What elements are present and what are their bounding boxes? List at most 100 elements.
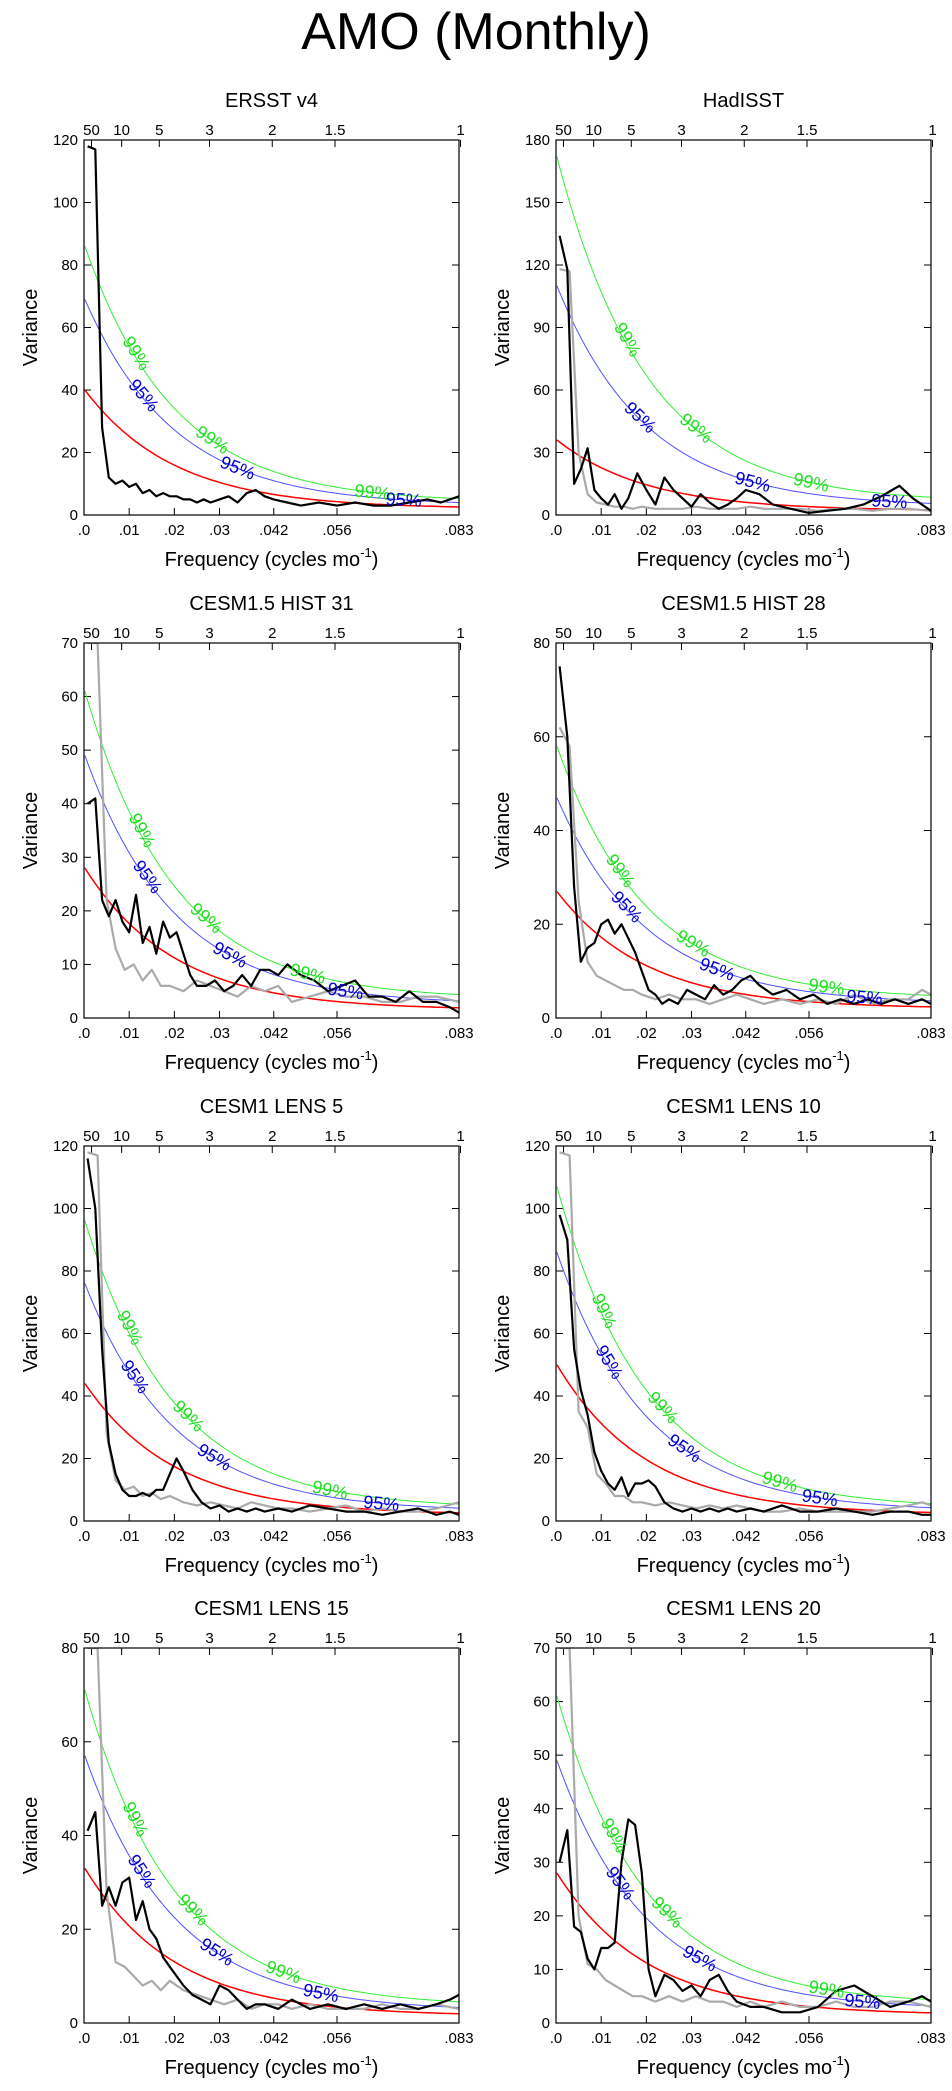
top-tick-label: 5 — [627, 122, 635, 139]
y-tick-label: 40 — [533, 1388, 550, 1405]
x-axis-label-main: Frequency (cycles mo — [165, 549, 361, 571]
top-tick-label: 10 — [585, 1630, 602, 1647]
x-axis-label: Frequency (cycles mo-1) — [165, 1048, 379, 1074]
y-tick-label: 120 — [525, 257, 550, 274]
ci95-label: 95% — [679, 1941, 720, 1976]
y-tick-label: 20 — [61, 445, 78, 462]
ci99-label: 99% — [119, 333, 155, 374]
ci99-label: 99% — [288, 959, 328, 988]
ci95-label: 95% — [217, 452, 258, 484]
chart-title: HadISST — [703, 90, 784, 112]
top-tick-label: 2 — [268, 1630, 276, 1647]
chart-panel: CESM1.5 HIST 31 0 10 20 30 40 50 60 70 Variance .0… — [20, 593, 474, 1074]
ci99-label: 99% — [760, 1467, 800, 1496]
top-tick-label: 50 — [83, 122, 100, 139]
top-tick-label: 10 — [585, 625, 602, 642]
plot-frame — [555, 1647, 932, 2024]
plot-area — [556, 1648, 931, 2014]
y-tick-label: 20 — [61, 903, 78, 920]
plot-area — [84, 1648, 459, 2015]
y-tick-label: 20 — [61, 1451, 78, 1468]
top-tick-label: 1 — [456, 122, 464, 139]
plot-area — [556, 156, 931, 515]
spectrum-line — [558, 1818, 931, 2014]
x-tick-label: .02 — [164, 2030, 185, 2047]
ci99-label: 99% — [173, 1890, 212, 1930]
top-tick-label: 1.5 — [797, 1128, 818, 1145]
x-axis-label: Frequency (cycles mo-1) — [637, 545, 851, 571]
x-axis-label-sup: -1 — [360, 1048, 372, 1063]
x-tick-label: .01 — [591, 1025, 612, 1042]
y-axis-label: Variance — [492, 1295, 514, 1372]
ci95-curve — [556, 285, 931, 504]
ci95-label: 95% — [301, 1980, 340, 2007]
y-tick-label: 60 — [61, 689, 78, 706]
x-axis-label: Frequency (cycles mo-1) — [165, 545, 379, 571]
x-tick-label: .056 — [322, 1528, 351, 1545]
top-tick-label: 2 — [268, 122, 276, 139]
x-axis-label: Frequency (cycles mo-1) — [637, 2053, 851, 2079]
ci95-label: 95% — [363, 1492, 401, 1515]
ci95-curve — [84, 755, 459, 1002]
plot-area — [84, 1151, 459, 1516]
y-tick-label: 100 — [525, 1201, 550, 1218]
x-axis-label-sup: -1 — [360, 545, 372, 560]
ci99-label: 99% — [610, 319, 645, 360]
x-tick-label: .01 — [119, 1025, 140, 1042]
spectrum-line — [87, 145, 459, 507]
ci95-label: 95% — [194, 1439, 235, 1475]
x-tick-label: .02 — [164, 1528, 185, 1545]
comparison-spectrum-line — [87, 643, 459, 1004]
ci95-curve — [84, 1283, 459, 1509]
ci99-label: 99% — [119, 1799, 153, 1840]
y-tick-label: 20 — [533, 1908, 550, 1925]
red-noise-curve — [556, 1364, 931, 1514]
x-axis-label-main: Frequency (cycles mo — [637, 549, 833, 571]
top-tick-label: 1.5 — [797, 122, 818, 139]
y-tick-label: 80 — [61, 257, 78, 274]
top-tick-label: 50 — [83, 1128, 100, 1145]
y-axis-label: Variance — [20, 1295, 42, 1372]
plot-area — [556, 1151, 931, 1516]
top-tick-label: 2 — [740, 122, 748, 139]
chart-panel: CESM1 LENS 10 0 20 40 60 80 100 120 Variance .0 .0… — [492, 1096, 946, 1577]
x-tick-label: .0 — [550, 2030, 563, 2047]
y-tick-label: 10 — [533, 1961, 550, 1978]
y-tick-label: 20 — [533, 916, 550, 933]
ci95-curve — [84, 299, 459, 503]
x-tick-label: .01 — [119, 2030, 140, 2047]
x-tick-label: .056 — [322, 1025, 351, 1042]
top-tick-label: 1 — [928, 625, 936, 642]
top-tick-label: 10 — [113, 1630, 130, 1647]
top-tick-label: 3 — [677, 1630, 685, 1647]
y-tick-label: 30 — [533, 1854, 550, 1871]
plot-frame — [555, 642, 932, 1019]
top-tick-label: 10 — [585, 122, 602, 139]
y-tick-label: 90 — [533, 320, 550, 337]
y-tick-label: 80 — [61, 1640, 78, 1657]
x-tick-label: .02 — [636, 1528, 657, 1545]
y-tick-label: 0 — [542, 1010, 550, 1027]
y-tick-label: 0 — [542, 2015, 550, 2032]
x-tick-label: .056 — [322, 2030, 351, 2047]
x-axis-label-sup: -1 — [832, 545, 844, 560]
ci99-label: 99% — [648, 1892, 688, 1932]
top-tick-label: 10 — [113, 625, 130, 642]
top-tick-label: 1.5 — [797, 1630, 818, 1647]
x-axis-label-main: Frequency (cycles mo — [637, 1052, 833, 1074]
ci95-curve — [84, 1755, 459, 2008]
x-tick-label: .042 — [259, 1025, 288, 1042]
ci99-label: 99% — [807, 1976, 846, 2002]
top-tick-label: 50 — [83, 625, 100, 642]
x-tick-label: .0 — [78, 1025, 91, 1042]
x-tick-label: .03 — [209, 2030, 230, 2047]
ci95-label: 95% — [326, 979, 365, 1004]
x-tick-label: .02 — [636, 1025, 657, 1042]
x-axis-label-sup: -1 — [832, 1551, 844, 1566]
ci95-label: 95% — [846, 986, 883, 1008]
ci99-label: 99% — [113, 1307, 147, 1348]
y-tick-label: 50 — [533, 1747, 550, 1764]
x-tick-label: .02 — [164, 522, 185, 539]
plot-area — [84, 643, 459, 1014]
plot-area — [556, 666, 931, 1008]
